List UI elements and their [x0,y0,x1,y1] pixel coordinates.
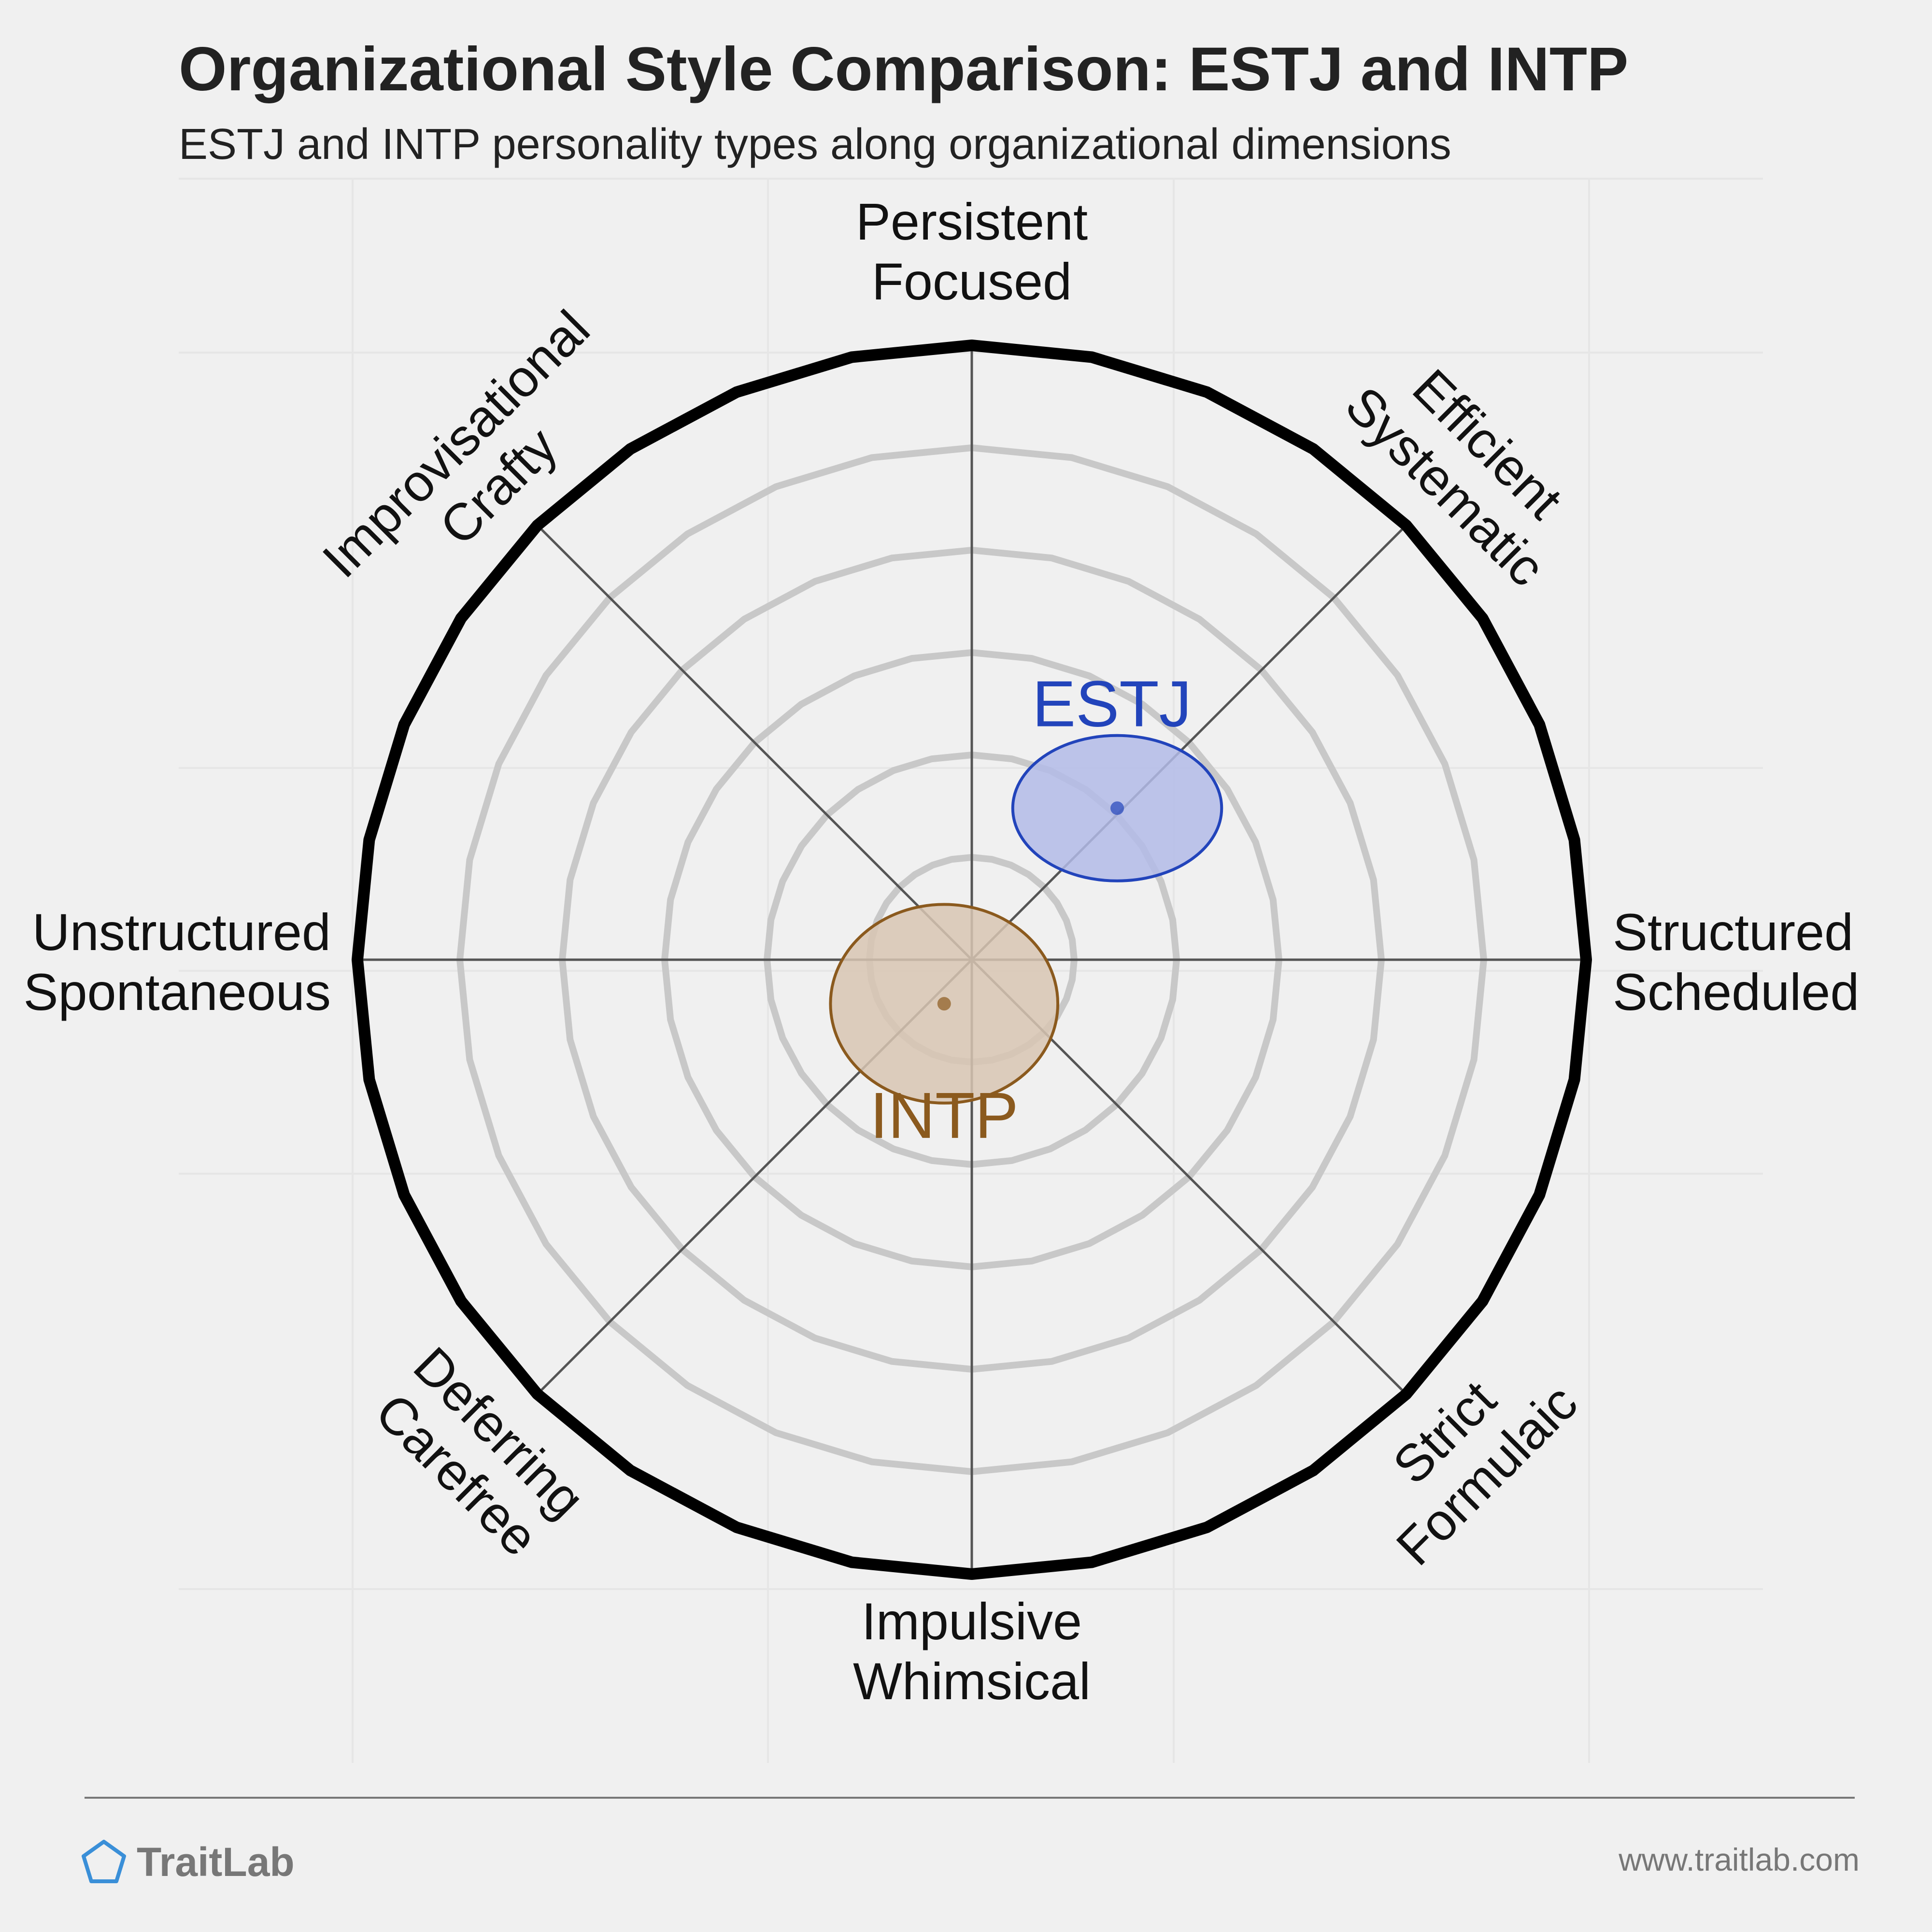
axis-label-line: Scheduled [1613,963,1859,1021]
axis-label-line: Whimsical [853,1652,1091,1710]
axis-label-impulsive-whimsical: Impulsive Whimsical [853,1592,1091,1710]
axis-spoke [536,524,973,961]
axis-label-unstructured-spontaneous: Unstructured Spontaneous [23,903,331,1021]
chart-subtitle: ESTJ and INTP personality types along or… [179,120,1451,169]
chart-title: Organizational Style Comparison: ESTJ an… [179,35,1629,104]
axis-label-line: Focused [872,252,1072,311]
brand-logo[interactable]: TraitLab [80,1835,295,1889]
axis-label-structured-scheduled: Structured Scheduled [1613,903,1859,1021]
axis-label-line: Structured [1613,903,1853,961]
axis-label-persistent-focused: Persistent Focused [856,192,1088,311]
axis-label-line: Persistent [856,192,1088,251]
axis-label-line: Unstructured [32,903,331,961]
axis-label-line: Spontaneous [23,963,331,1021]
series-label-estj: ESTJ [1032,668,1192,740]
footer-divider [85,1797,1855,1799]
axis-label-line: Impulsive [862,1592,1082,1650]
outer-boundary [352,340,1592,1580]
pentagon-icon [82,1840,126,1883]
site-url[interactable]: www.traitlab.com [1619,1842,1860,1877]
axis-spoke [971,524,1407,961]
series-point-intp [937,997,951,1011]
series-label-intp: INTP [870,1079,1019,1152]
series-point-estj [1110,801,1124,815]
brand-name: TraitLab [137,1839,295,1885]
